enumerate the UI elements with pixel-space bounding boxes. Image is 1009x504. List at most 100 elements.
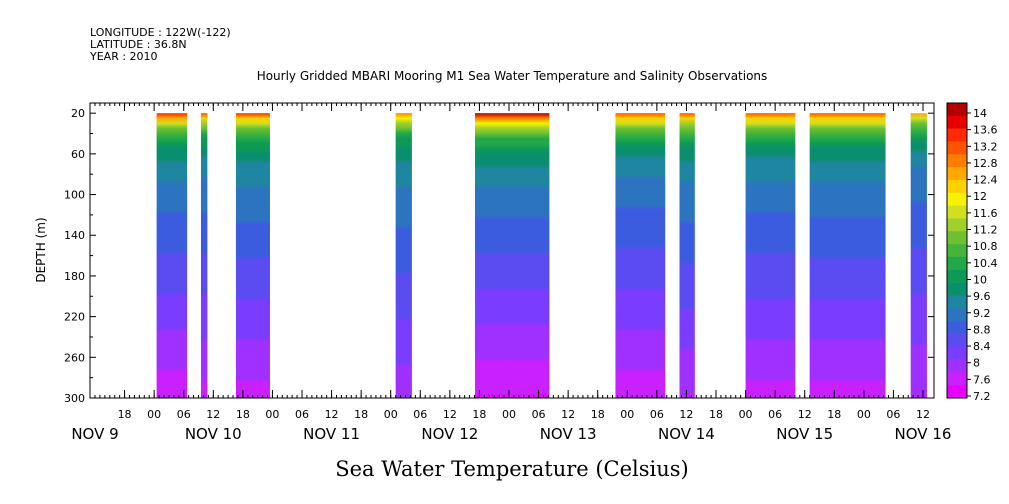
- y-tick-label: 60: [71, 148, 85, 161]
- axes: 20 60 100 140 180 220 260 300 18 00 06 12 18 00 06 12 18…: [64, 102, 952, 443]
- x-tick-label: 18: [709, 408, 723, 421]
- colorbar-frame: [946, 102, 968, 399]
- x-tick-label: 18: [118, 408, 132, 421]
- x-day-label: NOV 10: [185, 425, 242, 443]
- colorbar-label: 13.6: [973, 124, 998, 137]
- x-day-label: NOV 12: [421, 425, 478, 443]
- colorbar-swatch: [947, 192, 967, 206]
- colorbar-swatch: [947, 103, 967, 117]
- colorbar-swatch: [947, 218, 967, 232]
- colorbar-swatch: [947, 244, 967, 258]
- data-segment: [809, 113, 886, 398]
- colorbar-label: 13.2: [973, 140, 998, 153]
- y-tick-label: 140: [64, 229, 85, 242]
- colorbar-label: 11.6: [973, 207, 998, 220]
- x-day-label: NOV 15: [776, 425, 833, 443]
- x-tick-label: 00: [739, 408, 753, 421]
- colorbar-swatch: [947, 321, 967, 335]
- colorbar-swatch: [947, 295, 967, 309]
- x-tick-label: 18: [827, 408, 841, 421]
- x-tick-label: 00: [265, 408, 279, 421]
- plot-frame: [89, 102, 935, 399]
- latitude-label: LATITUDE : 36.8N: [90, 38, 187, 51]
- colorbar-swatch: [947, 359, 967, 373]
- y-tick-label: 300: [64, 392, 85, 405]
- colorbar-swatch: [947, 141, 967, 155]
- colorbar-label: 12.8: [973, 157, 998, 170]
- x-day-label: NOV 11: [303, 425, 360, 443]
- y-tick-label: 220: [64, 311, 85, 324]
- colorbar-label: 12: [973, 190, 987, 203]
- y-tick-label: 100: [64, 189, 85, 202]
- x-day-label: NOV 9: [71, 425, 118, 443]
- x-tick-label: 12: [916, 408, 930, 421]
- x-tick-label: 12: [443, 408, 457, 421]
- data-segment: [474, 113, 550, 398]
- colorbar-swatch: [947, 385, 967, 399]
- x-tick-label: 00: [384, 408, 398, 421]
- colorbar-swatch: [947, 179, 967, 194]
- colorbar-label: 14: [973, 107, 987, 120]
- x-tick-label: 06: [886, 408, 900, 421]
- colorbar-swatch: [947, 372, 967, 386]
- data-segment: [910, 113, 927, 398]
- x-tick-label: 00: [857, 408, 871, 421]
- colorbar-swatch: [947, 256, 967, 271]
- data-segment: [615, 113, 666, 398]
- x-day-label: NOV 13: [540, 425, 597, 443]
- colorbar-swatch: [947, 128, 967, 142]
- x-tick-label: 06: [413, 408, 427, 421]
- x-tick-label: 06: [768, 408, 782, 421]
- colorbar: 14 13.6 13.2 12.8 12.4 12 11.6 11.2 10.8 10.4 10 9.…: [946, 102, 998, 403]
- colorbar-label: 7.2: [973, 390, 991, 403]
- x-axis-label: Sea Water Temperature (Celsius): [335, 457, 689, 481]
- x-tick-label: 12: [206, 408, 220, 421]
- colorbar-swatch: [947, 346, 967, 360]
- colorbar-swatch: [947, 269, 967, 283]
- y-tick-label: 260: [64, 351, 85, 364]
- colorbar-swatch: [947, 333, 967, 347]
- x-tick-label: 06: [532, 408, 546, 421]
- x-tick-label: 18: [472, 408, 486, 421]
- data-segment: [395, 113, 412, 398]
- colorbar-swatch: [947, 308, 967, 322]
- x-tick-label: 12: [325, 408, 339, 421]
- y-tick-label: 20: [71, 107, 85, 120]
- colorbar-label: 10.8: [973, 240, 998, 253]
- colorbar-label: 8.8: [973, 323, 991, 336]
- y-tick-label: 180: [64, 270, 85, 283]
- x-tick-label: 18: [591, 408, 605, 421]
- x-tick-label: 12: [679, 408, 693, 421]
- colorbar-label: 8.4: [973, 340, 991, 353]
- x-tick-label: 12: [798, 408, 812, 421]
- data-segments: [156, 113, 927, 398]
- colorbar-label: 9.6: [973, 290, 991, 303]
- colorbar-swatch: [947, 167, 967, 181]
- colorbar-label: 12.4: [973, 174, 998, 187]
- x-tick-label: 06: [177, 408, 191, 421]
- colorbar-label: 10: [973, 273, 987, 286]
- colorbar-swatch: [947, 115, 967, 129]
- x-tick-label: 12: [561, 408, 575, 421]
- chart-title: Hourly Gridded MBARI Mooring M1 Sea Wate…: [257, 69, 768, 83]
- x-tick-label: 00: [147, 408, 161, 421]
- x-tick-label: 18: [236, 408, 250, 421]
- data-segment: [745, 113, 796, 398]
- x-day-label: NOV 14: [658, 425, 715, 443]
- x-tick-label: 00: [502, 408, 516, 421]
- x-tick-label: 00: [620, 408, 634, 421]
- data-segment: [200, 113, 208, 398]
- data-segment: [156, 113, 188, 398]
- colorbar-label: 8: [973, 357, 980, 370]
- y-axis-label: DEPTH (m): [34, 217, 48, 282]
- colorbar-swatch: [947, 282, 967, 296]
- colorbar-swatch: [947, 154, 967, 168]
- colorbar-swatch: [947, 205, 967, 219]
- data-segment: [679, 113, 695, 398]
- x-tick-label: 18: [354, 408, 368, 421]
- longitude-label: LONGITUDE : 122W(-122): [90, 26, 231, 39]
- x-tick-label: 06: [295, 408, 309, 421]
- data-segment: [235, 113, 270, 398]
- x-day-label: NOV 16: [895, 425, 952, 443]
